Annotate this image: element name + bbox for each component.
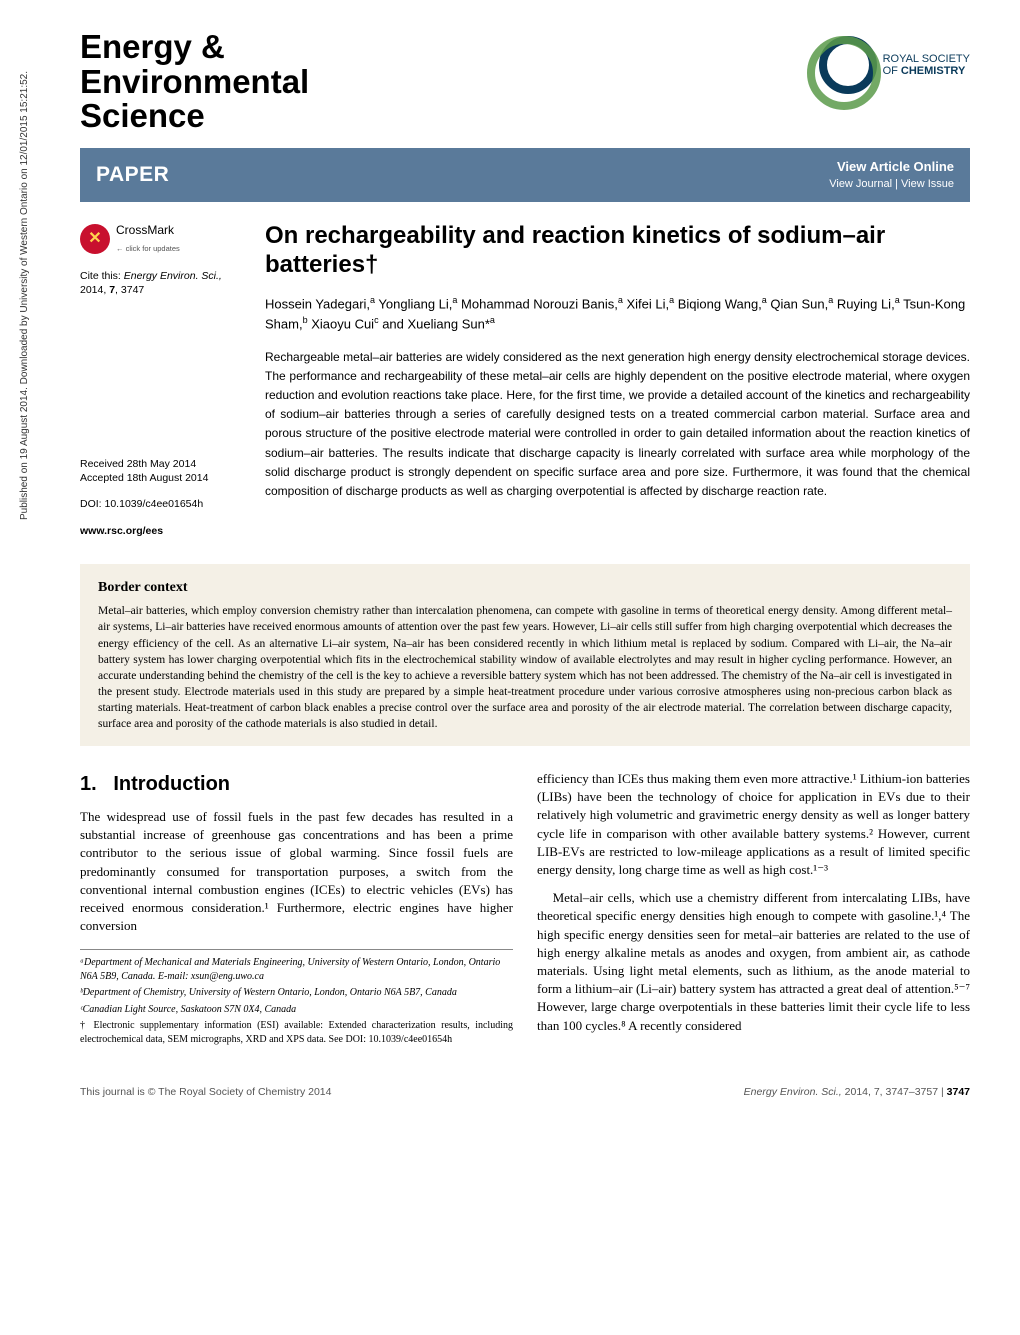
cite-vol: 7 [109,284,115,296]
authors: Hossein Yadegari,a Yongliang Li,a Mohamm… [265,294,970,334]
section-heading: 1. Introduction [80,770,513,798]
body-para-3: Metal–air cells, which use a chemistry d… [537,889,970,1035]
journal-line3: Science [80,97,205,134]
bar-links: View Article Online View Journal | View … [829,158,954,192]
broader-context-box: Border context Metal–air batteries, whic… [80,564,970,746]
article-title: On rechargeability and reaction kinetics… [265,222,970,280]
publisher-text: ROYAL SOCIETY OF CHEMISTRY [883,53,970,77]
affiliation-c: ᶜCanadian Light Source, Saskatoon S7N 0X… [80,1003,513,1017]
rsc-logo-icon [819,36,877,94]
received-date: Received 28th May 2014 [80,457,245,471]
journal-line2: Environmental [80,63,309,100]
crossmark-badge[interactable]: CrossMark ← click for updates [80,222,245,254]
crossmark-icon [80,224,110,254]
accepted-date: Accepted 18th August 2014 [80,471,245,485]
publisher-line1: ROYAL SOCIETY [883,53,970,65]
footer-journal: Energy Environ. Sci., [744,1086,842,1098]
publisher-line2a: OF [883,65,898,77]
doi: DOI: 10.1039/c4ee01654h [80,497,245,511]
section-title: Introduction [113,773,230,795]
download-sidenote: Published on 19 August 2014. Downloaded … [18,71,32,520]
copyright: This journal is © The Royal Society of C… [80,1085,331,1099]
body-text: 1. Introduction The widespread use of fo… [80,770,970,1047]
journal-line1: Energy & [80,28,225,65]
publisher-line2b: CHEMISTRY [901,65,965,77]
view-article-link[interactable]: View Article Online [837,159,954,174]
context-text: Metal–air batteries, which employ conver… [98,603,952,732]
header: Energy & Environmental Science ROYAL SOC… [80,30,970,134]
cite-page: 3747 [121,284,144,296]
footer-cite: 2014, 7, 3747–3757 | [845,1086,944,1098]
paper-type-label: PAPER [96,161,169,189]
abstract: Rechargeable metal–air batteries are wid… [265,348,970,502]
affiliations: ᵃDepartment of Mechanical and Materials … [80,949,513,1046]
esi-note: † Electronic supplementary information (… [80,1019,513,1046]
view-journal-link[interactable]: View Journal [829,178,892,190]
cite-year: 2014, [80,284,106,296]
crossmark-label: CrossMark [116,223,174,237]
citation: Cite this: Energy Environ. Sci., 2014, 7… [80,269,245,297]
paper-bar: PAPER View Article Online View Journal |… [80,148,970,202]
cite-prefix: Cite this: [80,270,121,282]
page-number: 3747 [947,1086,970,1098]
body-para-2: efficiency than ICEs thus making them ev… [537,770,970,879]
publisher-logo: ROYAL SOCIETY OF CHEMISTRY [819,36,970,94]
section-number: 1. [80,773,97,795]
affiliation-a: ᵃDepartment of Mechanical and Materials … [80,956,513,983]
meta-sidebar: CrossMark ← click for updates Cite this:… [80,222,245,549]
view-issue-link[interactable]: View Issue [901,178,954,190]
crossmark-sub: ← click for updates [116,244,180,253]
affiliation-b: ᵇDepartment of Chemistry, University of … [80,986,513,1000]
cite-journal: Energy Environ. Sci., [124,270,222,282]
journal-name: Energy & Environmental Science [80,30,309,134]
page-footer: This journal is © The Royal Society of C… [80,1079,970,1099]
journal-url[interactable]: www.rsc.org/ees [80,525,163,537]
body-para-1: The widespread use of fossil fuels in th… [80,808,513,935]
context-heading: Border context [98,578,952,598]
